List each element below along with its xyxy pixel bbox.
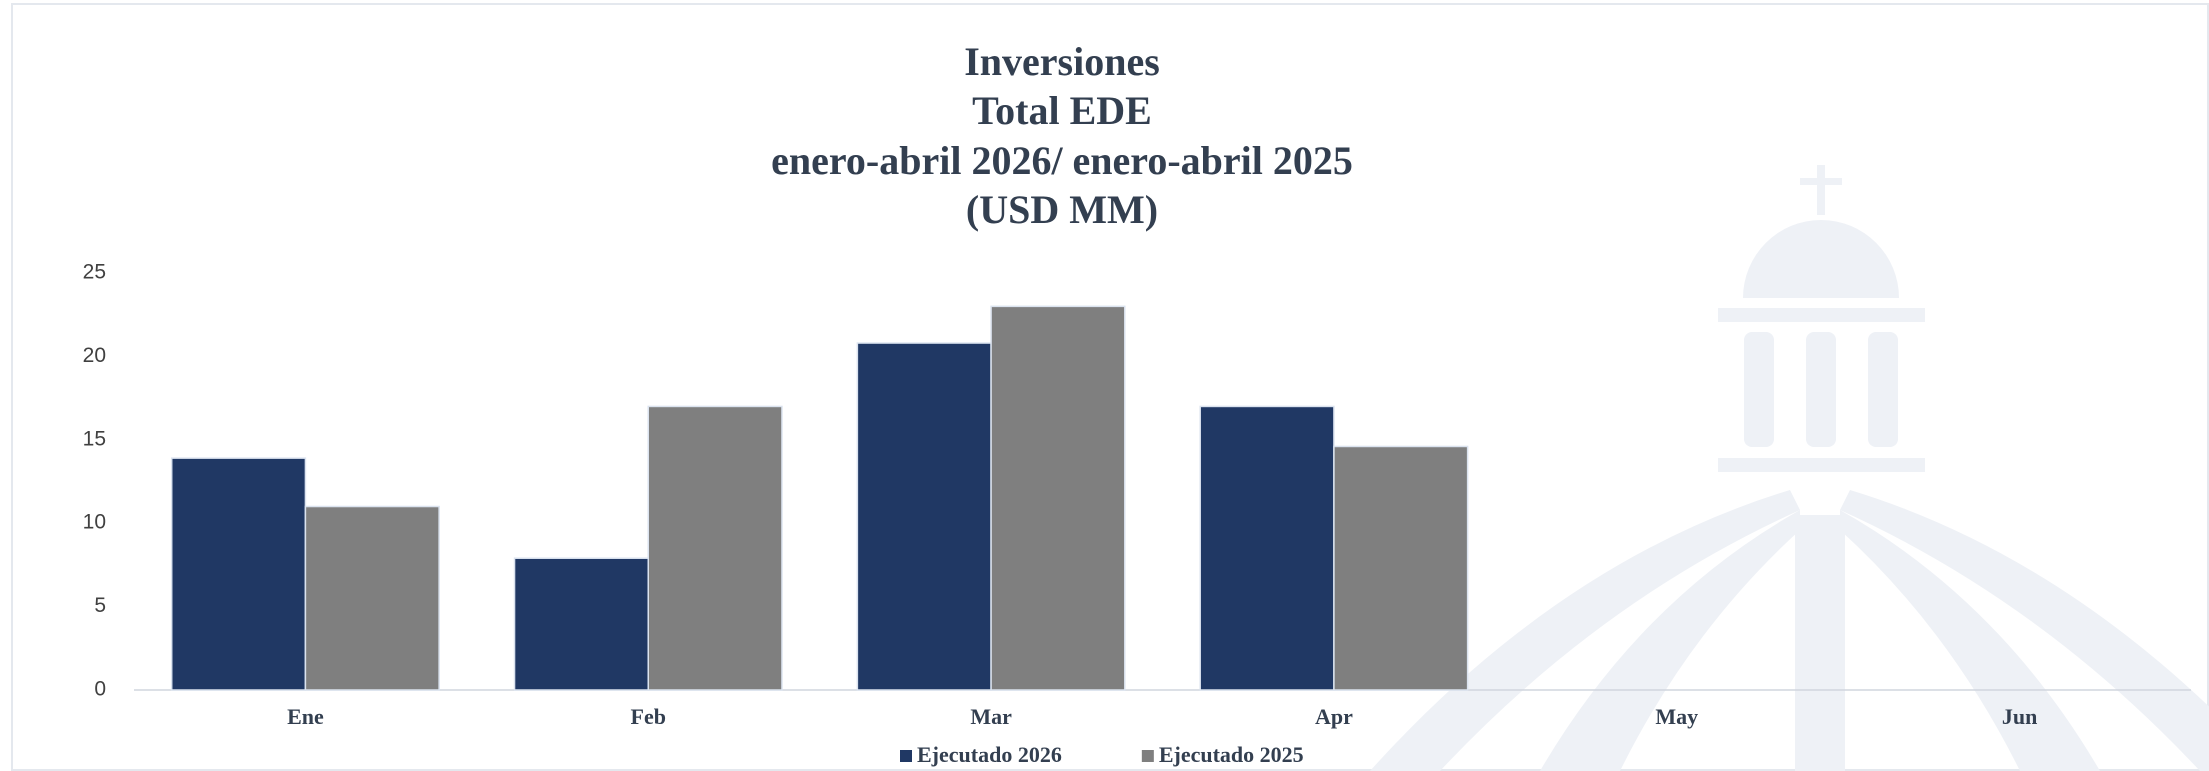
y-tick-label: 5 [94,594,106,617]
bar [1199,405,1335,691]
legend-swatch [1141,750,1154,762]
x-tick-label: Mar [970,704,1012,729]
chart-title: Inversiones [964,39,1160,84]
legend-label: Ejecutado 2026 [917,742,1062,767]
y-tick-label: 10 [83,511,106,534]
x-tick-label: Feb [631,704,666,729]
y-tick-label: 20 [83,344,106,367]
bar [856,342,992,691]
y-tick-label: 0 [94,678,106,701]
chart-title: (USD MM) [966,187,1158,232]
bar [170,457,307,691]
legend-label: Ejecutado 2025 [1159,742,1304,767]
bar [647,405,783,691]
y-tick-label: 15 [83,427,106,450]
x-tick-label: Ene [287,704,324,729]
x-tick-label: Apr [1315,704,1353,729]
chart-title: enero-abril 2026/ enero-abril 2025 [771,138,1353,183]
x-tick-label: May [1655,704,1698,729]
x-tick-label: Jun [2002,704,2037,729]
chart-title: Total EDE [972,88,1152,133]
y-tick-label: 25 [83,261,106,284]
bar [304,505,440,691]
bar [990,305,1126,691]
bar [1333,445,1469,691]
watermark [1370,165,2209,771]
legend-swatch [900,750,912,762]
bar [513,557,649,691]
